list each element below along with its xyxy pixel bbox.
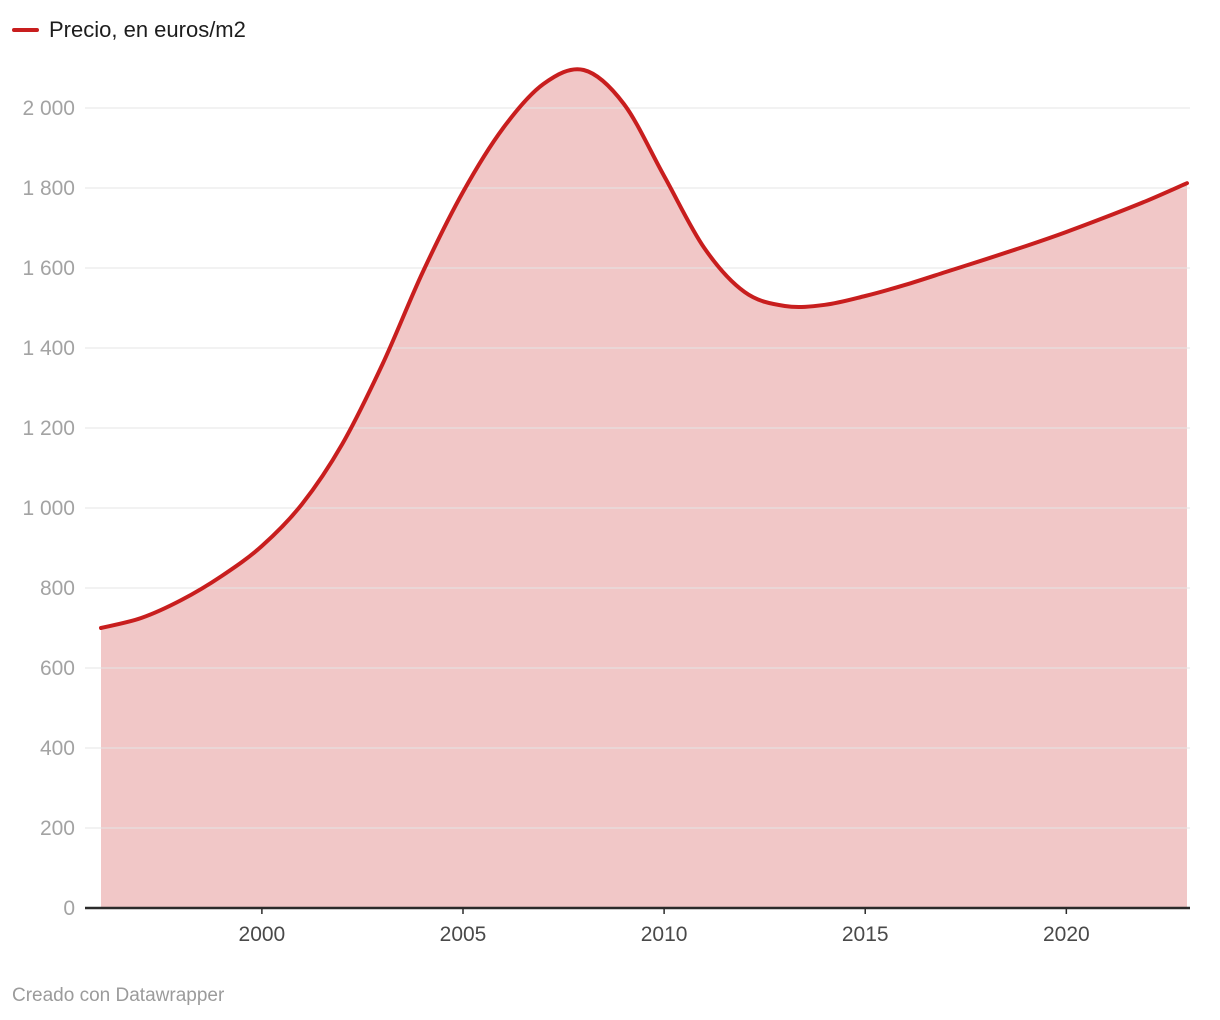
area-fill [101,69,1187,908]
x-tick-label: 2015 [842,923,889,946]
y-tick-label: 1 600 [22,257,75,280]
x-tick-label: 2005 [440,923,487,946]
legend-label: Precio, en euros/m2 [49,17,246,42]
y-tick-label: 1 200 [22,417,75,440]
y-tick-label: 1 800 [22,177,75,200]
y-tick-label: 1 400 [22,337,75,360]
price-line [99,67,1189,630]
y-tick-label: 200 [40,817,75,840]
legend: Precio, en euros/m2 [12,19,246,41]
x-tick-label: 2020 [1043,923,1090,946]
y-tick-label: 400 [40,737,75,760]
y-tick-label: 2 000 [22,97,75,120]
y-tick-label: 800 [40,577,75,600]
attribution: Creado con Datawrapper [12,985,225,1006]
legend-line-icon [12,28,39,32]
y-tick-label: 600 [40,657,75,680]
y-tick-label: 0 [63,897,75,920]
y-tick-label: 1 000 [22,497,75,520]
x-tick-label: 2000 [239,923,286,946]
x-tick-label: 2010 [641,923,688,946]
